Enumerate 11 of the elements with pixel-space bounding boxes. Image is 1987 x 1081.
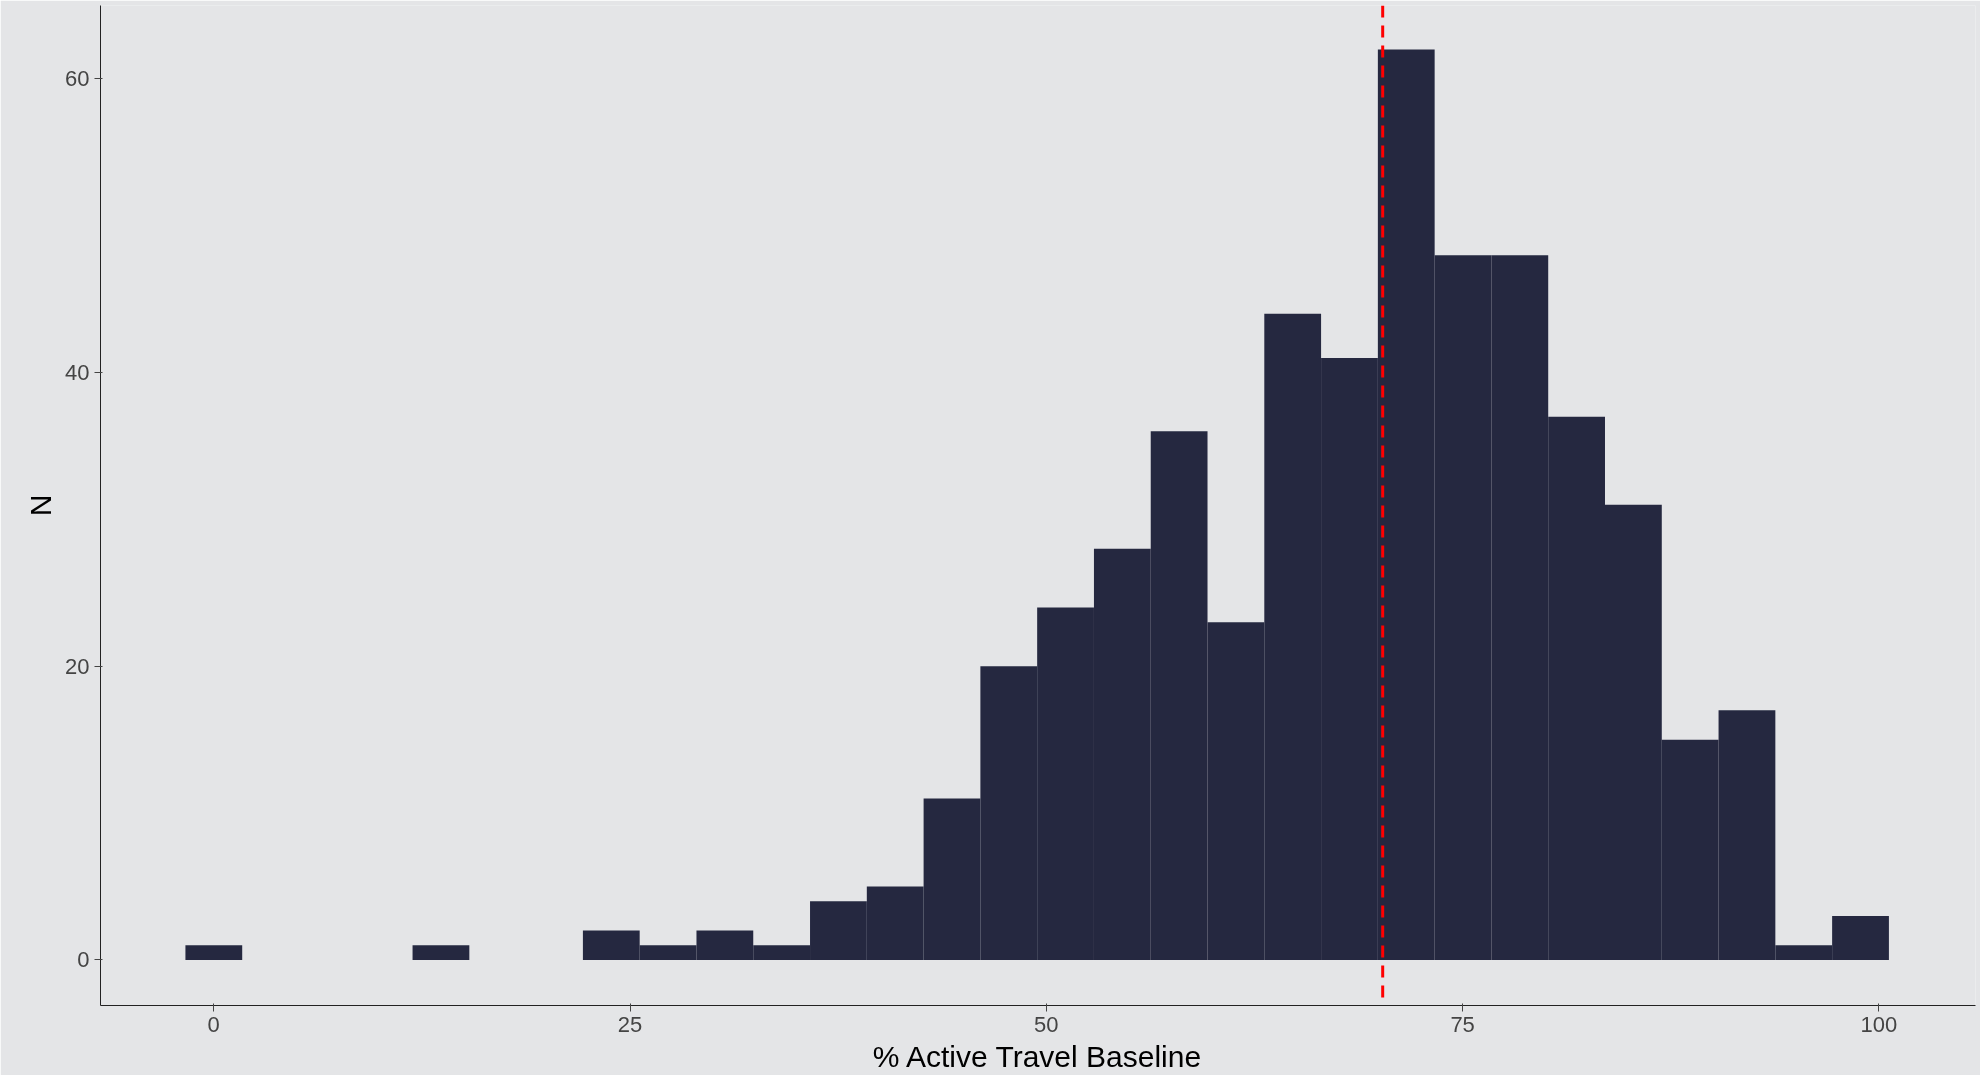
- x-tick-label: 0: [207, 1011, 220, 1037]
- y-axis-title: N: [24, 494, 58, 517]
- x-tick-label: 100: [1860, 1011, 1898, 1037]
- x-tick-label: 75: [1450, 1011, 1475, 1037]
- y-tick-label: 20: [65, 653, 90, 679]
- x-axis-title: % Active Travel Baseline: [872, 1039, 1202, 1073]
- x-tick-label: 25: [617, 1011, 643, 1037]
- x-tick-label: 50: [1034, 1011, 1059, 1037]
- y-tick-label: 40: [65, 360, 90, 386]
- y-tick-label: 0: [77, 947, 90, 973]
- y-tick-label: 60: [65, 66, 90, 92]
